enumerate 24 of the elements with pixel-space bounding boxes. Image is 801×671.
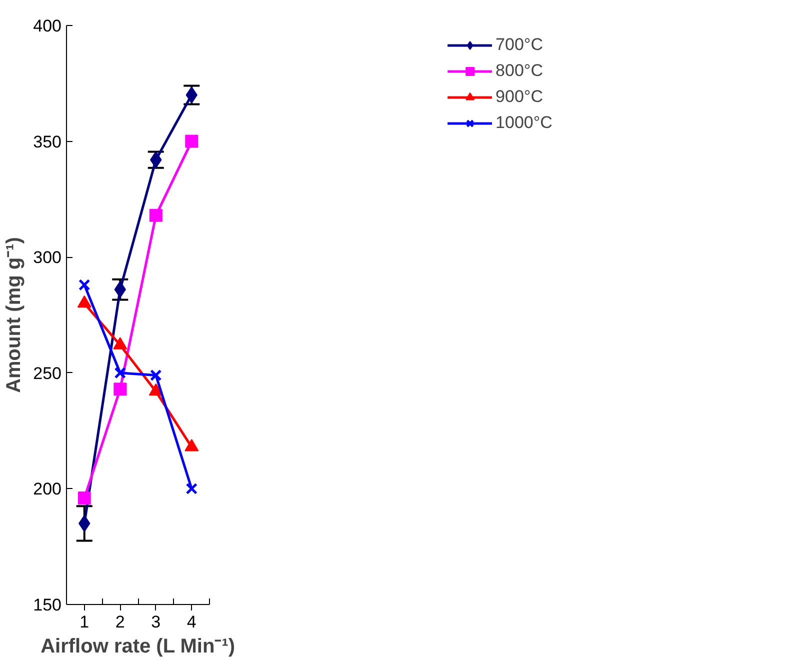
point	[150, 369, 162, 382]
legend-label: 800°C	[496, 61, 543, 81]
y-tick-label: 250	[33, 364, 62, 383]
point	[78, 279, 90, 291]
y-axis-title: Amount (mg g⁻¹)	[3, 237, 26, 393]
point	[149, 208, 162, 222]
x-tick-label: 3	[151, 612, 161, 632]
x-tick-label: 4	[186, 612, 196, 632]
y-tick-label: 150	[33, 596, 62, 614]
x-tick-label: 1	[80, 612, 90, 632]
legend-label: 1000°C	[496, 113, 552, 133]
point	[114, 367, 126, 379]
legend-label: 900°C	[496, 87, 543, 107]
y-tick-label: 350	[33, 132, 62, 152]
point	[114, 382, 127, 396]
x-tick-label: 2	[115, 612, 125, 632]
legend-label: 700°C	[496, 35, 543, 55]
y-tick-label: 400	[33, 16, 62, 36]
point	[186, 482, 198, 495]
y-tick-label: 300	[33, 248, 62, 268]
point	[78, 491, 91, 504]
y-tick-label: 200	[33, 480, 62, 499]
x-axis-title: Airflow rate (L Min⁻¹)	[40, 636, 236, 658]
point	[185, 134, 198, 148]
